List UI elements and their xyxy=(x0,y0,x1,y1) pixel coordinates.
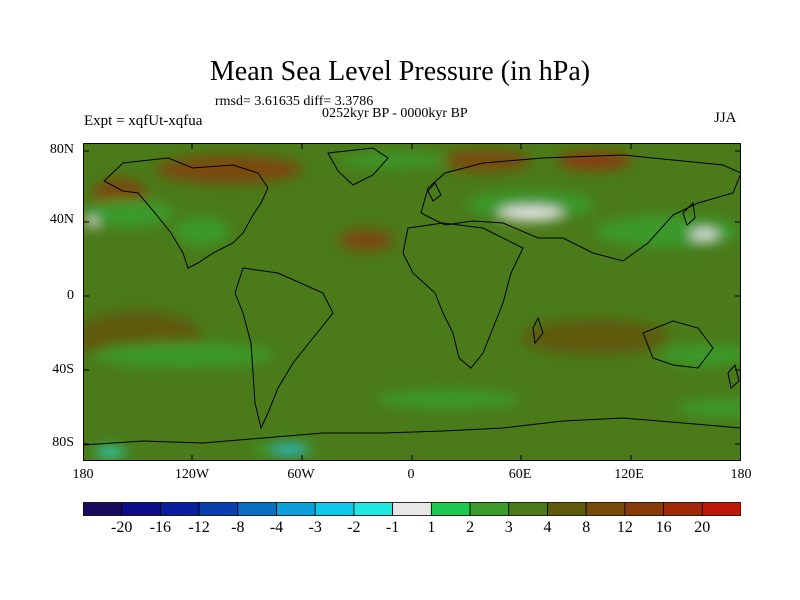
colorbar-label: 2 xyxy=(466,519,475,536)
colorbar-box-10 xyxy=(469,502,510,516)
colorbar-label: 12 xyxy=(616,519,633,536)
lon-label-0: 0 xyxy=(407,467,415,482)
pressure-patch-7 xyxy=(83,199,175,228)
pressure-patch-8 xyxy=(174,217,230,246)
colorbar-box-14 xyxy=(624,502,664,516)
colorbar-box-1 xyxy=(121,502,161,516)
lat-label-80n: 80N xyxy=(49,142,74,157)
colorbar-label: -1 xyxy=(385,519,400,536)
pressure-patch-15 xyxy=(677,399,741,417)
pressure-patch-10 xyxy=(466,190,595,219)
coastlines xyxy=(83,147,741,446)
colorbar-box-5 xyxy=(276,502,316,516)
lon-label-180e: 180 xyxy=(730,467,752,482)
lon-label-180w: 180 xyxy=(72,467,94,482)
coastline-south-america xyxy=(234,267,334,430)
pressure-patch-14 xyxy=(375,390,522,408)
stats-subtitle: rmsd= 3.61635 diff= 3.3786 xyxy=(215,94,374,109)
colorbar-box-3 xyxy=(198,502,239,516)
pressure-patch-2 xyxy=(558,151,632,170)
coastline-new-zealand xyxy=(727,363,740,389)
pressure-patch-12 xyxy=(92,342,275,368)
colorbar-label: 8 xyxy=(582,519,591,536)
colorbar-label: 3 xyxy=(504,519,513,536)
lat-label-80s: 80S xyxy=(52,435,74,450)
coastline-japan xyxy=(682,201,696,226)
map-title: Mean Sea Level Pressure (in hPa) xyxy=(209,56,591,87)
coastline-eurasia xyxy=(420,154,741,262)
colorbar-label: -8 xyxy=(231,519,245,536)
colorbar-box-13 xyxy=(585,502,626,516)
colorbar-box-7 xyxy=(353,502,394,516)
pressure-map xyxy=(83,143,741,461)
colorbar-box-8 xyxy=(392,502,432,516)
colorbar-box-12 xyxy=(547,502,587,516)
colorbar-box-6 xyxy=(314,502,355,516)
pressure-patch-9 xyxy=(338,153,449,168)
colorbar-label: -2 xyxy=(347,519,361,536)
experiment-label: Expt = xqfUt-xqfua xyxy=(84,113,203,129)
colorbar-box-9 xyxy=(430,502,471,516)
colorbar xyxy=(83,502,741,516)
pressure-patch-22 xyxy=(273,446,306,454)
pressure-patch-4 xyxy=(338,229,394,251)
colorbar-label: -20 xyxy=(111,519,133,536)
period-subtitle: 0252kyr BP - 0000kyr BP xyxy=(322,106,468,121)
pressure-patch-0 xyxy=(156,155,303,184)
colorbar-label: 1 xyxy=(427,519,436,536)
pressure-patch-1 xyxy=(439,150,531,172)
colorbar-box-11 xyxy=(508,502,548,516)
pressure-patch-6 xyxy=(521,319,668,355)
pressure-patch-19 xyxy=(689,229,720,241)
coastline-australia xyxy=(642,320,714,369)
coastline-antarctica xyxy=(83,417,741,446)
colorbar-box-0 xyxy=(83,502,123,516)
colorbar-label: 4 xyxy=(543,519,552,536)
axis-ticks xyxy=(83,143,741,461)
pressure-patch-13 xyxy=(658,344,741,366)
colorbar-label: 20 xyxy=(694,519,711,536)
pressure-patch-20 xyxy=(86,217,98,228)
pressure-patch-18 xyxy=(497,206,564,221)
coastline-uk xyxy=(427,182,442,202)
colorbar-box-15 xyxy=(663,502,703,516)
lon-label-120e: 120E xyxy=(614,467,644,482)
coastline-africa xyxy=(402,222,524,369)
coastline-north-america xyxy=(103,157,269,269)
lat-label-equator: 0 xyxy=(67,288,74,303)
lat-label-40s: 40S xyxy=(52,362,74,377)
lon-label-60w: 60W xyxy=(287,467,315,482)
lon-label-60e: 60E xyxy=(508,467,532,482)
colorbar-label: -4 xyxy=(269,519,284,536)
colorbar-label: 16 xyxy=(655,519,672,536)
map-background-field xyxy=(83,143,741,461)
colorbar-label: -12 xyxy=(188,519,210,536)
contour-patches xyxy=(83,150,741,458)
coastline-madagascar xyxy=(532,316,544,345)
season-label: JJA xyxy=(714,110,737,126)
colorbar-box-16 xyxy=(701,502,741,516)
colorbar-box-2 xyxy=(160,502,200,516)
colorbar-box-4 xyxy=(237,502,277,516)
lon-label-120w: 120W xyxy=(174,467,210,482)
lat-label-40n: 40N xyxy=(49,212,74,227)
coastline-greenland xyxy=(327,147,389,186)
colorbar-label: -16 xyxy=(149,519,172,536)
pressure-patch-21 xyxy=(99,448,122,456)
colorbar-label: -3 xyxy=(308,519,322,536)
